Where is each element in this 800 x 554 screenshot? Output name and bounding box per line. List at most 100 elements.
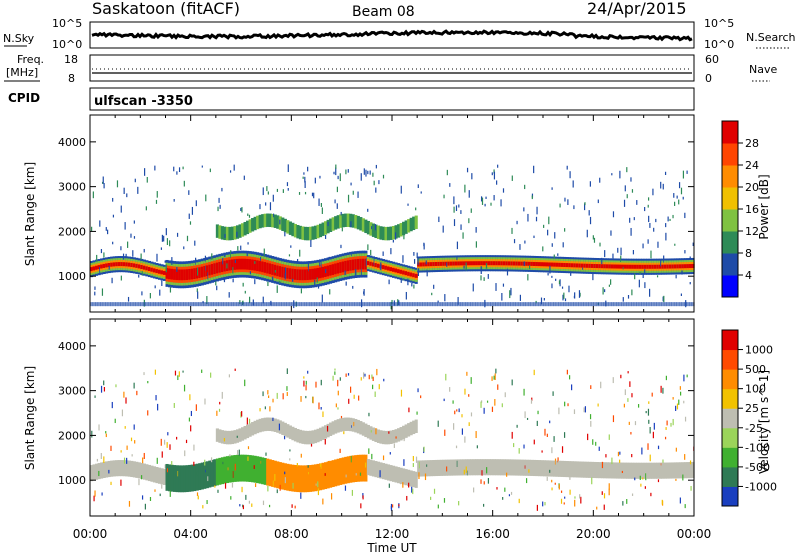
velocity-cell <box>366 424 370 439</box>
velocity-cell <box>228 455 232 483</box>
power-speckle <box>553 254 555 259</box>
velocity-speckle <box>94 490 96 497</box>
velocity-speckle <box>676 403 679 410</box>
velocity-speckle <box>631 454 633 458</box>
power-speckle <box>339 173 341 182</box>
power-cell <box>459 302 464 307</box>
velocity-speckle <box>531 397 533 401</box>
power-speckle <box>149 292 151 299</box>
colorbar-tick-label: 500 <box>745 363 766 376</box>
power-speckle <box>196 288 198 293</box>
power-cell <box>339 214 343 228</box>
power-cell <box>407 219 411 233</box>
power-cell <box>120 262 124 267</box>
power-speckle <box>367 208 369 212</box>
velocity-cell <box>369 426 373 440</box>
power-cell <box>276 215 280 229</box>
power-speckle <box>133 236 136 239</box>
power-cell <box>220 302 224 307</box>
velocity-cell <box>173 465 177 492</box>
velocity-speckle <box>662 459 664 463</box>
velocity-speckle <box>660 385 662 393</box>
power-cell <box>233 226 237 240</box>
velocity-cell <box>162 468 167 485</box>
velocity-speckle <box>611 457 613 465</box>
power-cell <box>313 302 318 307</box>
power-speckle <box>161 234 163 242</box>
velocity-cell <box>198 463 202 491</box>
power-cell <box>651 264 655 269</box>
velocity-cell <box>643 462 647 479</box>
velocity-speckle <box>171 461 173 466</box>
velocity-speckle <box>675 447 677 452</box>
velocity-cell <box>510 459 514 476</box>
velocity-speckle <box>222 461 224 465</box>
velocity-speckle <box>464 436 466 443</box>
velocity-speckle <box>494 399 496 406</box>
power-cell <box>683 264 688 269</box>
velocity-speckle <box>590 385 592 390</box>
power-cell <box>671 264 675 269</box>
power-cell <box>303 269 308 281</box>
velocity-speckle <box>456 460 458 467</box>
velocity-speckle <box>518 448 520 454</box>
power-cell <box>115 262 119 267</box>
power-cell <box>404 271 408 276</box>
power-speckle <box>662 296 664 302</box>
velocity-speckle <box>631 393 633 398</box>
velocity-speckle <box>149 496 152 501</box>
velocity-speckle <box>382 455 385 461</box>
velocity-speckle <box>494 373 496 380</box>
power-cell <box>626 302 630 307</box>
power-speckle <box>96 254 98 262</box>
velocity-speckle <box>286 368 288 375</box>
power-cell <box>311 268 315 280</box>
power-speckle <box>394 232 397 240</box>
velocity-speckle <box>603 493 606 499</box>
velocity-speckle <box>549 420 551 424</box>
velocity-cell <box>223 430 227 445</box>
power-speckle <box>653 227 655 232</box>
velocity-speckle <box>418 461 421 469</box>
velocity-speckle <box>344 485 347 491</box>
velocity-cell <box>178 465 182 493</box>
power-cell <box>160 302 164 307</box>
velocity-speckle <box>223 437 226 442</box>
velocity-cell <box>238 428 242 442</box>
velocity-speckle <box>554 482 556 485</box>
power-speckle <box>579 292 581 297</box>
power-cell <box>291 222 295 237</box>
power-cell <box>135 263 139 268</box>
velocity-cell <box>286 463 290 491</box>
power-cell <box>263 213 267 228</box>
y-tick-label: 2000 <box>58 225 86 238</box>
power-speckle <box>337 175 339 180</box>
power-speckle <box>205 265 207 271</box>
power-cell <box>288 302 292 307</box>
power-speckle <box>647 204 649 208</box>
velocity-cell <box>306 465 310 493</box>
power-cell <box>631 264 635 269</box>
power-cell <box>293 302 297 307</box>
power-speckle <box>215 281 217 286</box>
power-speckle <box>669 218 671 221</box>
velocity-cell <box>502 459 506 476</box>
power-cell <box>288 268 292 280</box>
power-cell <box>278 266 282 277</box>
power-cell <box>160 270 164 275</box>
power-speckle <box>650 250 652 259</box>
power-cell <box>414 302 418 307</box>
power-cell <box>276 265 280 277</box>
power-speckle <box>195 200 197 207</box>
power-cell <box>205 265 209 277</box>
power-cell <box>502 261 506 266</box>
power-cell <box>225 226 230 241</box>
velocity-cell <box>497 459 501 476</box>
velocity-cell <box>266 417 270 431</box>
colorbar-swatch <box>722 121 738 144</box>
velocity-cell <box>432 460 436 477</box>
velocity-speckle <box>244 379 246 387</box>
velocity-speckle <box>351 489 353 496</box>
velocity-cell <box>507 459 511 476</box>
power-cell <box>661 302 665 307</box>
